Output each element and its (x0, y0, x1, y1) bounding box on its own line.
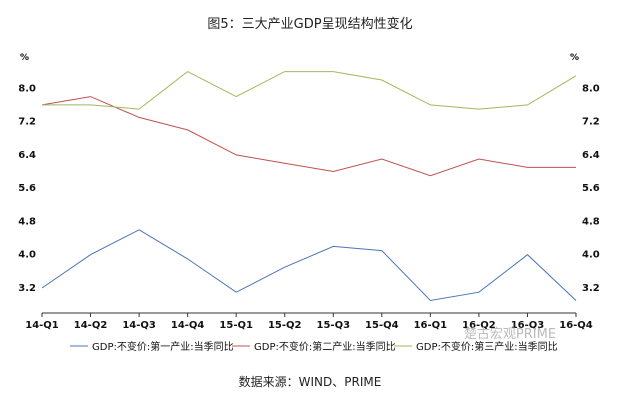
x-tick-label: 14-Q3 (122, 320, 156, 331)
y-tick-label-left: 4.8 (18, 216, 36, 227)
series-lines (41, 71, 577, 302)
x-tick-label: 16-Q4 (559, 320, 593, 331)
x-tick-label: 15-Q1 (219, 320, 253, 331)
y-tick-label-right: 6.4 (582, 150, 600, 161)
series-line-3 (42, 71, 577, 110)
legend-label: GDP:不变价:第三产业:当季同比 (416, 340, 558, 353)
y-tick-label-right: 4.0 (582, 250, 600, 261)
x-tick-label: 14-Q1 (25, 320, 59, 331)
x-tick-label: 16-Q1 (414, 320, 448, 331)
data-source: 数据来源：WIND、PRIME (239, 374, 382, 389)
y-unit-right: % (570, 53, 579, 63)
legend-label: GDP:不变价:第一产业:当季同比 (92, 340, 234, 353)
y-tick-label-right: 3.2 (582, 283, 600, 294)
chart-title: 图5：三大产业GDP呈现结构性变化 (207, 16, 412, 32)
y-tick-label-left: 6.4 (18, 150, 36, 161)
x-tick-label: 16-Q2 (462, 320, 496, 331)
y-tick-label-right: 7.2 (582, 117, 600, 128)
y-tick-label-left: 8.0 (18, 83, 36, 94)
series-line-2 (41, 96, 576, 177)
x-tick-label: 16-Q3 (511, 320, 545, 331)
series-line-1 (41, 229, 577, 302)
y-tick-label-left: 5.6 (18, 183, 36, 194)
legend: GDP:不变价:第一产业:当季同比 GDP:不变价:第二产业:当季同比 GDP:不变… (70, 340, 558, 353)
y-tick-label-left: 4.0 (18, 250, 36, 261)
x-tick-label: 15-Q2 (268, 320, 302, 331)
watermark: 楚古宏观PRIME (464, 327, 556, 342)
y-tick-label-right: 5.6 (582, 183, 600, 194)
x-tick-label: 14-Q4 (171, 320, 205, 331)
y-axis-ticks: 3.2 3.2 4.0 4.0 4.8 4.8 5.6 5.6 6.4 6.4 7.2 7.2 8.0 8… (18, 83, 599, 294)
x-tick-label: 14-Q2 (74, 320, 108, 331)
y-tick-label-left: 7.2 (18, 117, 36, 128)
x-axis-ticks: 14-Q1 14-Q2 14-Q3 14-Q4 15-Q1 15-Q2 15-Q3 15-Q4… (25, 313, 593, 331)
legend-label: GDP:不变价:第二产业:当季同比 (254, 340, 396, 353)
x-tick-label: 15-Q4 (365, 320, 399, 331)
y-unit-left: % (20, 53, 29, 63)
x-tick-label: 15-Q3 (317, 320, 351, 331)
y-tick-label-left: 3.2 (18, 283, 36, 294)
y-tick-label-right: 4.8 (582, 216, 600, 227)
y-tick-label-right: 8.0 (582, 83, 600, 94)
